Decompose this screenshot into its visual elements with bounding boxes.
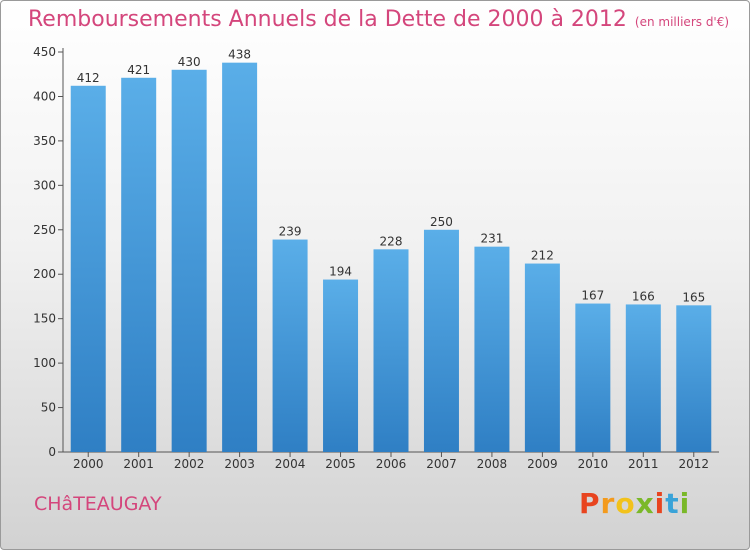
commune-name: CHâTEAUGAY [34,493,162,515]
bar [323,279,359,452]
y-tick-label: 200 [33,267,56,281]
x-tick-label: 2003 [224,457,255,471]
data-label: 250 [430,215,453,229]
x-tick-label: 2001 [123,457,154,471]
bar [272,239,308,452]
bar [121,77,157,453]
bar [70,85,106,453]
bar [423,229,459,452]
x-tick-label: 2007 [426,457,457,471]
data-label: 231 [480,232,503,246]
bar [222,62,258,453]
logo-letter: o [615,487,636,520]
logo-letter: t [665,487,680,520]
x-tick-label: 2004 [275,457,306,471]
bar [524,263,560,452]
bar [676,305,712,452]
x-tick-label: 2009 [527,457,558,471]
bar [625,304,661,452]
x-tick-label: 2008 [477,457,508,471]
x-tick-label: 2010 [578,457,609,471]
data-label: 412 [77,71,100,85]
chart-title-text: Remboursements Annuels de la Dette de 20… [28,7,627,32]
y-tick-label: 50 [41,401,56,415]
bar [171,69,207,453]
bar [474,246,510,452]
data-label: 165 [682,290,705,304]
logo-letter: r [600,487,616,520]
y-tick-label: 350 [33,134,56,148]
bars [70,62,712,453]
y-tick-label: 0 [48,445,56,459]
data-label: 239 [279,225,302,239]
data-label: 421 [127,63,150,77]
data-labels: 412 421 430 438 239 194 228 250 231 212 167 166 165 [77,48,705,305]
x-tick-label: 2006 [376,457,407,471]
axes: 0 50 100 150 200 250 300 350 400 450 2000 2001 2002 2… [33,45,719,471]
y-tick-label: 300 [33,178,56,192]
bar [575,303,611,452]
y-tick-label: 250 [33,223,56,237]
bar [373,249,409,452]
proxiti-logo: Proxiti [579,487,690,520]
y-tick-label: 400 [33,89,56,103]
x-tick-label: 2012 [678,457,709,471]
data-label: 194 [329,265,352,279]
data-label: 438 [228,48,251,62]
x-tick-label: 2011 [628,457,659,471]
logo-letter: i [679,487,691,520]
x-tick-label: 2002 [174,457,205,471]
x-tick-label: 2005 [325,457,356,471]
logo-letter: P [579,487,601,520]
y-tick-label: 100 [33,356,56,370]
y-tick-label: 150 [33,312,56,326]
data-label: 167 [581,289,604,303]
chart-unit-label: (en milliers d'€) [634,15,730,29]
logo-letter: i [654,487,666,520]
y-tick-label: 450 [33,45,56,59]
x-tick-label: 2000 [73,457,104,471]
data-label: 166 [632,289,655,303]
data-label: 228 [380,234,403,248]
data-label: 212 [531,249,554,263]
data-label: 430 [178,55,201,69]
chart-title: Remboursements Annuels de la Dette de 20… [28,7,729,32]
logo-letter: x [635,487,655,520]
